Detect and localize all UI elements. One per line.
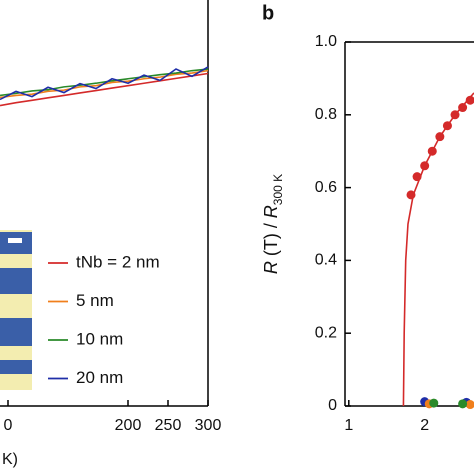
y-label-part: R bbox=[261, 261, 281, 274]
legend-label: 20 nm bbox=[76, 368, 123, 387]
legend-label: tNb = 2 nm bbox=[76, 252, 160, 271]
x-tick-label: 2 bbox=[420, 417, 429, 434]
y-tick-label: 0.6 bbox=[315, 179, 337, 196]
y-tick-label: 0 bbox=[328, 397, 337, 414]
data-point bbox=[465, 400, 474, 410]
series-line bbox=[0, 66, 209, 101]
data-point bbox=[465, 95, 474, 105]
legend-label: 10 nm bbox=[76, 329, 123, 348]
y-tick-label: 1.0 bbox=[315, 33, 337, 50]
data-point bbox=[429, 398, 439, 408]
data-point bbox=[442, 121, 452, 131]
data-point bbox=[458, 103, 468, 113]
x-tick-label: 250 bbox=[155, 417, 182, 434]
y-tick-label: 0.4 bbox=[315, 252, 337, 269]
data-point bbox=[458, 399, 468, 409]
data-point bbox=[406, 190, 416, 200]
series-line bbox=[0, 72, 209, 107]
x-tick-label: 200 bbox=[115, 417, 142, 434]
x-tick-label: 1 bbox=[344, 417, 353, 434]
data-point bbox=[420, 161, 430, 171]
panel-label: b bbox=[262, 2, 274, 24]
y-label-part: (T) / bbox=[261, 218, 281, 261]
y-tick-label: 0.2 bbox=[315, 324, 337, 341]
data-point bbox=[412, 172, 422, 182]
data-point bbox=[427, 146, 437, 156]
y-axis-label: R (T) / R300 K bbox=[261, 174, 285, 274]
inset-image bbox=[0, 230, 32, 390]
y-label-part: 300 K bbox=[271, 174, 285, 205]
data-point bbox=[435, 132, 445, 142]
x-tick-label: 0 bbox=[4, 417, 13, 434]
legend-label: 5 nm bbox=[76, 291, 114, 310]
y-label-part: R bbox=[261, 205, 281, 218]
x-axis-label: K) bbox=[2, 451, 18, 468]
x-tick-label: 300 bbox=[195, 417, 222, 434]
data-point bbox=[450, 110, 460, 120]
series-line bbox=[0, 68, 209, 97]
y-tick-label: 0.8 bbox=[315, 106, 337, 123]
